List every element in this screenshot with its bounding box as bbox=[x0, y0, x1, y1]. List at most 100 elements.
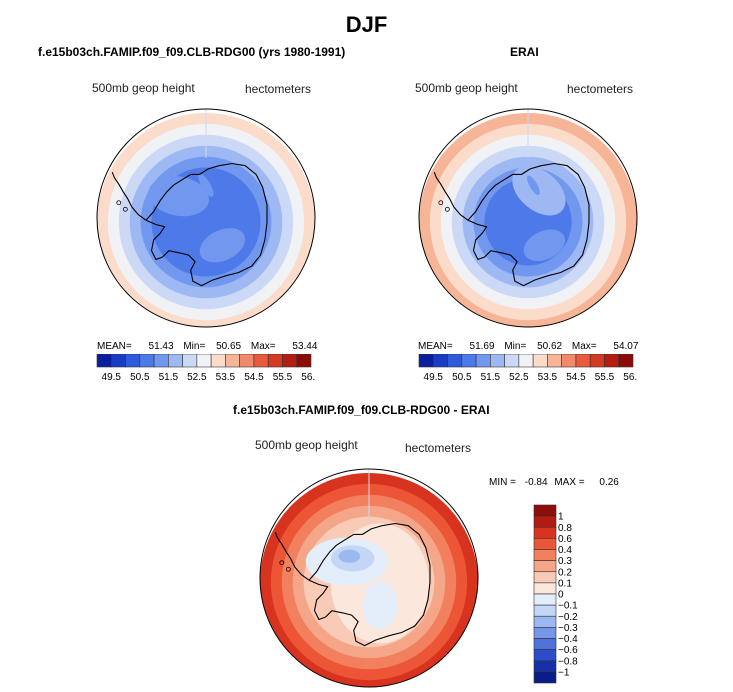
panel-model-stats: MEAN= 51.43 Min= 50.65 Max= 53.44 bbox=[97, 341, 317, 352]
colorbar-swatch bbox=[210, 354, 226, 368]
colorbar-swatch bbox=[532, 354, 548, 368]
colorbar-tick-label: 50.5 bbox=[452, 372, 472, 383]
colorbar-swatch bbox=[533, 627, 557, 639]
max-label: MAX = bbox=[554, 477, 585, 488]
colorbar-swatch bbox=[418, 354, 434, 368]
colorbar-tick-label: 0.2 bbox=[558, 567, 572, 578]
min-label: Min= bbox=[504, 341, 527, 352]
colorbar-swatch bbox=[533, 604, 557, 617]
colorbar-swatch bbox=[604, 354, 620, 368]
colorbar-swatch bbox=[461, 354, 477, 368]
island bbox=[116, 200, 122, 206]
colorbar-swatch bbox=[432, 354, 448, 368]
colorbar-swatch bbox=[475, 354, 491, 368]
map-border bbox=[259, 468, 479, 688]
panel-obs-stats: MEAN= 51.69 Min= 50.62 Max= 54.07 bbox=[418, 341, 638, 352]
colorbar-swatch bbox=[547, 354, 562, 368]
colorbar-tick-label: −1 bbox=[558, 667, 570, 678]
colorbar-swatch bbox=[533, 538, 557, 550]
colorbar-swatch bbox=[533, 549, 557, 561]
colorbar-swatch bbox=[196, 354, 212, 368]
colorbar-swatch bbox=[153, 354, 169, 368]
colorbar-tick-label: 51.5 bbox=[159, 372, 179, 383]
map-obs bbox=[418, 108, 638, 328]
panel-diff-variable: 500mb geop height bbox=[255, 438, 358, 452]
colorbar-swatch bbox=[533, 660, 557, 673]
antarctica-coastline bbox=[145, 162, 268, 287]
colorbar-tick-label: 51.5 bbox=[481, 372, 501, 383]
panel-model-units: hectometers bbox=[245, 82, 312, 96]
colorbar-tick-label: 0.6 bbox=[558, 534, 572, 545]
panel-model-variable: 500mb geop height bbox=[92, 81, 195, 95]
max-value: 53.44 bbox=[292, 341, 318, 352]
colorbar-swatch bbox=[533, 638, 557, 650]
mean-label: MEAN= bbox=[418, 341, 453, 352]
colorbar-swatch bbox=[253, 354, 269, 368]
colorbar-tick-label: 54.5 bbox=[566, 372, 586, 383]
colorbar-swatch bbox=[182, 354, 198, 368]
map-border bbox=[96, 108, 316, 328]
contour-field bbox=[260, 469, 478, 687]
colorbar-tick-label: 56.5 bbox=[301, 372, 315, 383]
contour-region bbox=[527, 175, 540, 195]
island bbox=[279, 560, 285, 566]
colorbar-obs: 49.5 50.5 51.5 52.5 53.5 54.5 55.5 56.5 bbox=[418, 354, 637, 383]
panel-diff-units: hectometers bbox=[405, 441, 472, 455]
max-value: 54.07 bbox=[613, 341, 639, 352]
colorbar-tick-label: −0.8 bbox=[558, 656, 578, 667]
colorbar-tick-label: −0.6 bbox=[558, 645, 578, 656]
max-label: Max= bbox=[571, 341, 597, 352]
colorbar-tick-label: 56.5 bbox=[623, 372, 637, 383]
max-value: 0.26 bbox=[599, 477, 619, 488]
colorbar-diff: 10.80.60.40.30.20.10−0.1−0.2−0.3−0.4−0.6… bbox=[533, 504, 578, 684]
contour-region bbox=[338, 549, 361, 563]
contour-region bbox=[148, 176, 209, 217]
peninsula-coastline bbox=[274, 532, 310, 581]
colorbar-tick-label: 50.5 bbox=[130, 372, 150, 383]
mean-value: 51.69 bbox=[469, 341, 495, 352]
colorbar-tick-label: 52.5 bbox=[187, 372, 207, 383]
panel-model-title: f.e15b03ch.FAMIP.f09_f09.CLB-RDG00 (yrs … bbox=[38, 45, 346, 59]
colorbar-swatch bbox=[125, 354, 141, 368]
colorbar-swatch bbox=[490, 354, 505, 368]
colorbar-tick-label: 0.3 bbox=[558, 556, 572, 567]
colorbar-swatch bbox=[533, 649, 557, 662]
colorbar-swatch bbox=[139, 354, 155, 368]
colorbar-tick-label: 49.5 bbox=[424, 372, 444, 383]
colorbar-model: 49.5 50.5 51.5 52.5 53.5 54.5 55.5 56.5 bbox=[96, 354, 315, 383]
colorbar-swatch bbox=[168, 354, 183, 368]
colorbar-swatch bbox=[239, 354, 255, 368]
antarctica-coastline bbox=[467, 162, 590, 287]
colorbar-swatch bbox=[518, 354, 534, 368]
colorbar-swatch bbox=[575, 354, 591, 368]
colorbar-tick-label: 49.5 bbox=[102, 372, 122, 383]
colorbar-tick-label: 55.5 bbox=[273, 372, 293, 383]
contour-field bbox=[97, 109, 315, 327]
colorbar-swatch bbox=[533, 593, 557, 606]
colorbar-swatch bbox=[561, 354, 577, 368]
map-model bbox=[96, 108, 316, 328]
max-label: Max= bbox=[250, 341, 276, 352]
peninsula-coastline bbox=[433, 172, 469, 221]
peninsula-coastline bbox=[111, 172, 147, 221]
min-label: Min= bbox=[183, 341, 206, 352]
colorbar-swatch bbox=[533, 526, 557, 539]
island bbox=[438, 200, 444, 206]
panel-obs-variable: 500mb geop height bbox=[415, 81, 518, 95]
colorbar-swatch bbox=[96, 354, 112, 368]
antarctica-coastline bbox=[308, 522, 431, 647]
colorbar-swatch bbox=[110, 354, 126, 368]
colorbar-tick-label: 53.5 bbox=[216, 372, 236, 383]
colorbar-tick-label: 0.1 bbox=[558, 578, 572, 589]
island bbox=[122, 206, 128, 212]
colorbar-swatch bbox=[282, 354, 298, 368]
map-border bbox=[418, 108, 638, 328]
colorbar-tick-label: 53.5 bbox=[538, 372, 558, 383]
colorbar-swatch bbox=[533, 571, 557, 584]
colorbar-swatch bbox=[225, 354, 240, 368]
min-value: 50.62 bbox=[537, 341, 563, 352]
colorbar-tick-label: −0.4 bbox=[558, 634, 578, 645]
mean-label: MEAN= bbox=[97, 341, 132, 352]
colorbar-swatch bbox=[447, 354, 463, 368]
colorbar-swatch bbox=[267, 354, 283, 368]
